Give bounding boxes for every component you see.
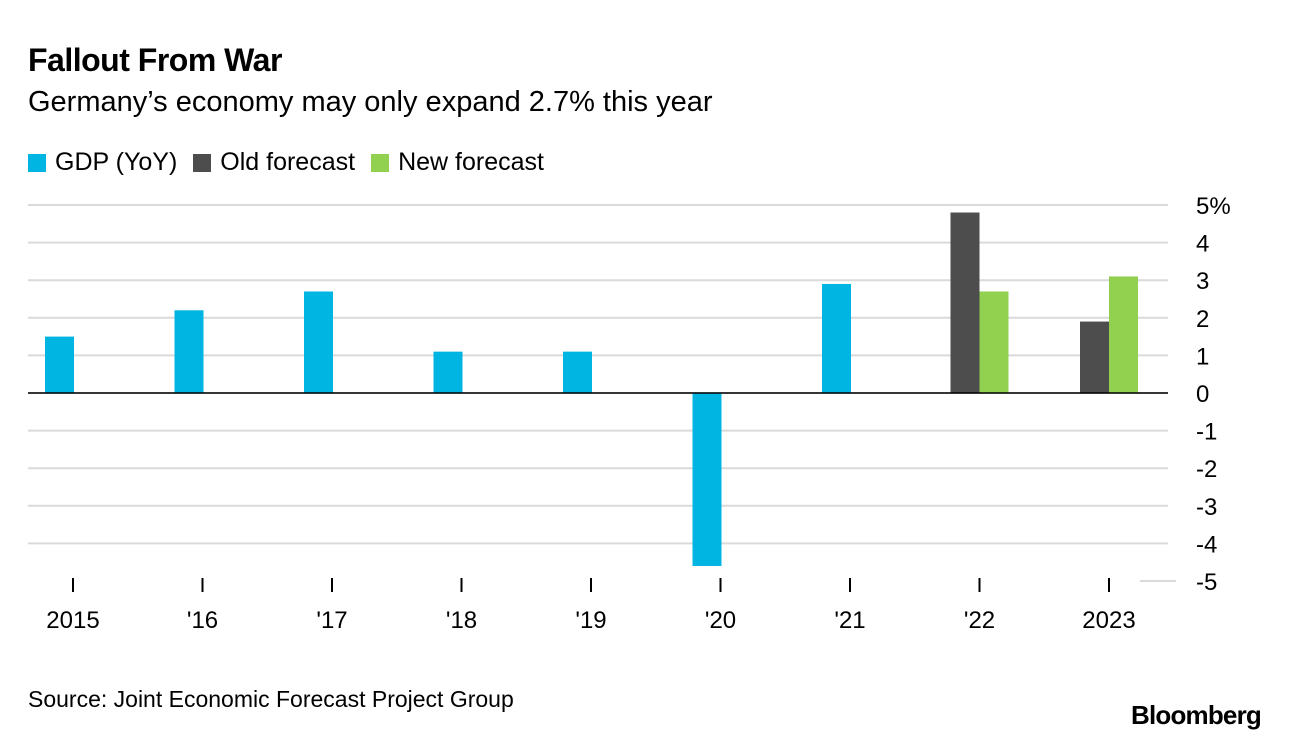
legend: GDP (YoY) Old forecast New forecast	[28, 148, 560, 177]
legend-swatch-new-forecast	[371, 153, 390, 172]
legend-swatch-gdp	[28, 153, 46, 172]
x-tick-label: '20	[705, 607, 736, 634]
x-tick-label: '21	[834, 607, 865, 634]
y-tick-label: -3	[1196, 494, 1217, 521]
bloomberg-logo: Bloomberg	[1130, 700, 1262, 730]
y-tick-label: -1	[1196, 419, 1217, 446]
bar-new-forecast-8	[1109, 276, 1138, 393]
bar-gdp-yoy--3	[433, 351, 463, 393]
y-tick-label: 4	[1196, 231, 1209, 258]
legend-item-gdp: GDP (YoY)	[28, 148, 177, 177]
bar-new-forecast-7	[979, 291, 1009, 393]
bar-old-forecast-7	[950, 212, 980, 393]
legend-swatch-old-forecast	[193, 153, 212, 172]
x-tick-label: '22	[964, 607, 995, 634]
y-tick-label: 0	[1196, 381, 1209, 408]
legend-item-old-forecast: Old forecast	[193, 148, 355, 177]
x-tick-label: '17	[316, 607, 347, 634]
source-note: Source: Joint Economic Forecast Project …	[28, 686, 514, 712]
y-tick-label: 1	[1196, 343, 1209, 370]
bar-gdp-yoy--5	[692, 393, 722, 566]
legend-label-new-forecast: New forecast	[398, 148, 544, 176]
chart-subtitle: Germany’s economy may only expand 2.7% t…	[28, 86, 713, 118]
bar-old-forecast-8	[1080, 321, 1109, 393]
bar-gdp-yoy--4	[563, 351, 592, 393]
x-tick-label: '19	[575, 607, 606, 634]
y-tick-label: 2	[1196, 306, 1209, 333]
y-tick-label: 5%	[1196, 193, 1231, 220]
y-tick-label: -5	[1196, 569, 1217, 596]
y-tick-label: 3	[1196, 268, 1209, 295]
legend-label-gdp: GDP (YoY)	[55, 148, 178, 176]
x-tick-label: '18	[446, 607, 477, 634]
chart-title: Fallout From War	[28, 42, 282, 78]
bar-gdp-yoy--1	[174, 310, 204, 393]
x-tick-label: 2023	[1082, 607, 1135, 634]
y-tick-label: -4	[1196, 531, 1217, 558]
x-tick-label: '16	[187, 607, 218, 634]
x-tick-label: 2015	[46, 607, 99, 634]
legend-item-new-forecast: New forecast	[371, 148, 544, 177]
bar-gdp-yoy--6	[822, 283, 851, 393]
bar-gdp-yoy--0	[45, 336, 74, 393]
y-tick-label: -2	[1196, 456, 1217, 483]
legend-label-old-forecast: Old forecast	[220, 148, 356, 176]
bar-gdp-yoy--2	[304, 291, 333, 393]
